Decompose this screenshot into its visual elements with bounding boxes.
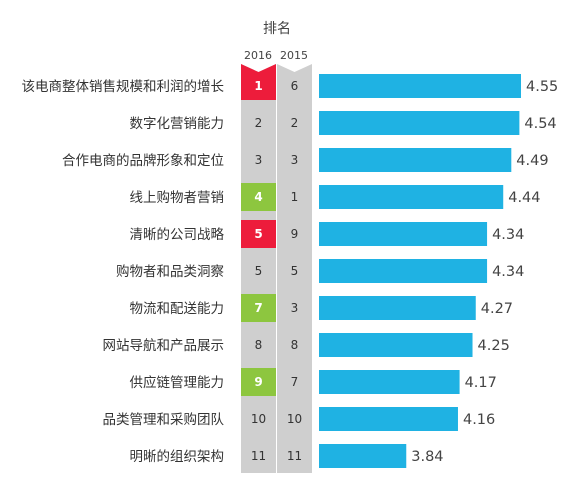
rank-2015-label: 3 <box>291 301 299 315</box>
value-label: 4.49 <box>516 153 548 169</box>
category-label: 明晰的组织架构 <box>130 449 225 465</box>
rank-2015-label: 2 <box>291 116 299 130</box>
category-label: 清晰的公司战略 <box>130 227 225 243</box>
value-bar <box>319 222 488 246</box>
value-label: 3.84 <box>411 449 443 465</box>
chart-row: 供应链管理能力 9 7 4.17 <box>130 368 497 396</box>
category-label: 物流和配送能力 <box>130 301 225 317</box>
rank-header-title: 排名 <box>263 21 291 37</box>
category-label: 供应链管理能力 <box>130 374 225 391</box>
value-label: 4.55 <box>526 79 558 95</box>
rank-2016-label: 8 <box>255 338 263 352</box>
rank-2016-highlight <box>241 220 276 248</box>
chart-row: 该电商整体销售规模和利润的增长 1 6 4.55 <box>22 64 558 100</box>
value-bar <box>319 259 488 283</box>
value-label: 4.54 <box>524 116 556 132</box>
rank-header: 排名 2016 2015 <box>244 21 308 62</box>
category-label: 数字化营销能力 <box>130 116 225 132</box>
value-bar <box>319 407 458 431</box>
value-bar <box>319 333 473 357</box>
category-label: 购物者和品类洞察 <box>116 263 224 280</box>
rank-2016-highlight <box>241 64 276 100</box>
rank-2016-label: 7 <box>254 301 262 315</box>
rank-year-2016: 2016 <box>244 49 272 62</box>
rank-2015-label: 10 <box>287 412 302 426</box>
rank-2015-label: 3 <box>291 153 299 167</box>
chart-row: 网站导航和产品展示 8 8 4.25 <box>103 333 510 357</box>
value-bar <box>319 444 407 468</box>
value-label: 4.27 <box>481 301 513 317</box>
chart-row: 清晰的公司战略 5 9 4.34 <box>130 220 524 248</box>
rank-2015-column <box>277 64 312 473</box>
category-label: 合作电商的品牌形象和定位 <box>62 152 224 169</box>
rank-2016-highlight <box>241 294 276 322</box>
value-bar <box>319 111 520 135</box>
category-label: 网站导航和产品展示 <box>103 338 225 354</box>
rank-2016-label: 5 <box>255 264 263 278</box>
value-bar <box>319 148 512 172</box>
chart-row: 数字化营销能力 2 2 4.54 <box>130 111 557 135</box>
value-label: 4.44 <box>508 190 540 206</box>
category-label: 线上购物者营销 <box>130 190 225 206</box>
rank-2016-label: 9 <box>254 375 262 389</box>
rank-2015-label: 6 <box>291 79 299 93</box>
rank-2016-label: 1 <box>254 79 262 93</box>
value-bar <box>319 185 504 209</box>
rank-2016-label: 5 <box>254 227 262 241</box>
value-bar <box>319 74 521 98</box>
value-bar <box>319 370 460 394</box>
value-label: 4.17 <box>465 375 497 391</box>
value-label: 4.25 <box>478 338 510 354</box>
rank-2015-label: 7 <box>291 375 299 389</box>
rank-2015-label: 8 <box>291 338 299 352</box>
value-label: 4.34 <box>492 227 524 243</box>
rank-2016-highlight <box>241 183 276 211</box>
category-label: 品类管理和采购团队 <box>103 412 225 428</box>
rank-2015-label: 5 <box>291 264 299 278</box>
chart-row: 线上购物者营销 4 1 4.44 <box>130 183 541 211</box>
value-bar <box>319 296 476 320</box>
rank-2016-label: 11 <box>251 449 266 463</box>
rank-2016-label: 10 <box>251 412 266 426</box>
rank-2016-label: 4 <box>254 190 262 204</box>
chart-rows: 该电商整体销售规模和利润的增长 1 6 4.55 数字化营销能力 2 2 4.54 合作电商的品… <box>22 64 558 468</box>
chart-row: 合作电商的品牌形象和定位 3 3 4.49 <box>62 148 549 172</box>
rank-2016-highlight <box>241 368 276 396</box>
rank-2015-label: 9 <box>291 227 299 241</box>
chart-row: 物流和配送能力 7 3 4.27 <box>130 294 513 322</box>
category-label: 该电商整体销售规模和利润的增长 <box>22 79 225 95</box>
rank-2015-label: 1 <box>291 190 299 204</box>
value-label: 4.16 <box>463 412 495 428</box>
chart-row: 品类管理和采购团队 10 10 4.16 <box>103 407 495 431</box>
chart-row: 购物者和品类洞察 5 5 4.34 <box>116 259 524 283</box>
rank-2015-label: 11 <box>287 449 302 463</box>
chart-row: 明晰的组织架构 11 11 3.84 <box>130 444 444 468</box>
value-label: 4.34 <box>492 264 524 280</box>
rank-2016-label: 3 <box>255 153 263 167</box>
rank-2016-label: 2 <box>255 116 263 130</box>
rank-2015-column-bg <box>277 64 312 473</box>
rank-year-2015: 2015 <box>280 49 308 62</box>
